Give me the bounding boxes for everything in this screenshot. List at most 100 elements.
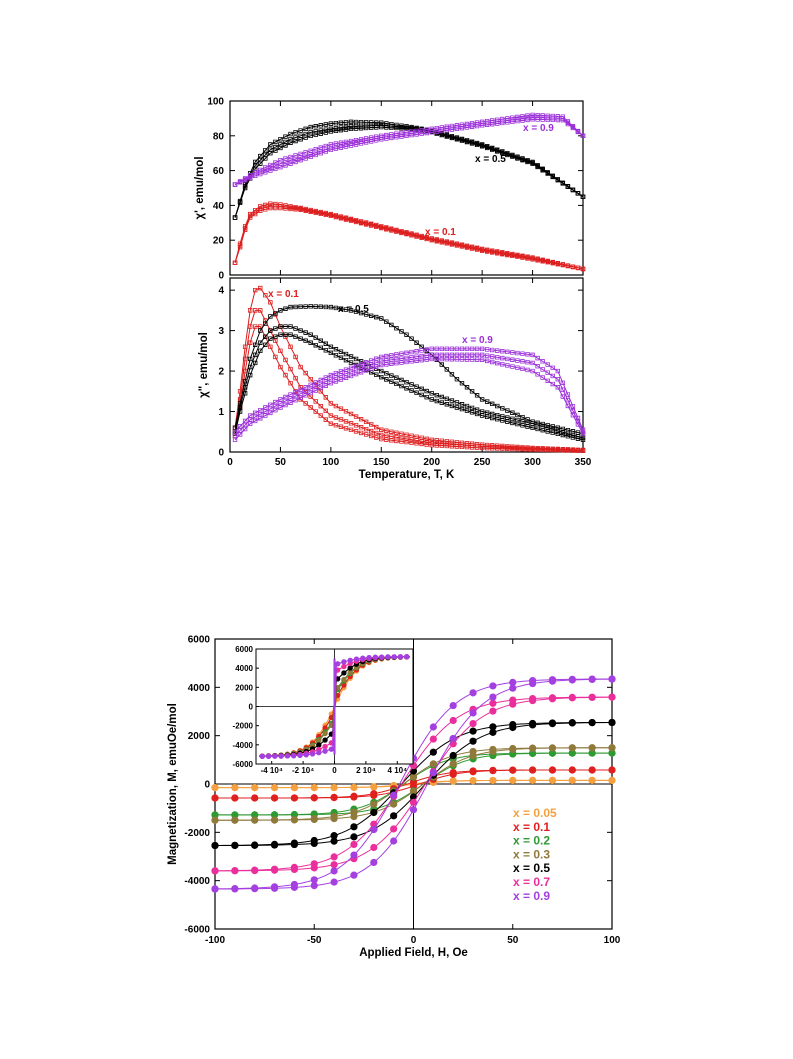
chi-double-prime-data-point (343, 426, 349, 431)
chi-prime-data-point (535, 258, 540, 263)
data-point (548, 695, 557, 703)
chi-prime-data-point (278, 137, 283, 142)
inset-data-point (309, 751, 316, 757)
data-point (251, 841, 259, 849)
chi-prime-data-point (570, 264, 576, 270)
data-point (529, 776, 537, 784)
chi-prime-data-point (535, 164, 540, 170)
chi-double-prime-data-point (495, 446, 500, 451)
chi-double-prime-data-point (273, 338, 278, 343)
data-point (231, 867, 239, 875)
data-point (270, 784, 279, 792)
chi-double-prime-data-point (389, 361, 394, 366)
chi-prime-data-point (555, 117, 560, 123)
chi-prime-data-point (550, 260, 555, 266)
chi-double-prime-data-point (293, 304, 298, 310)
chi-double-prime-data-point (369, 428, 374, 434)
chi-double-prime-data-point (404, 332, 409, 337)
chi-double-prime-data-point (484, 414, 490, 419)
chi-double-prime-data-point (474, 352, 480, 358)
chi-double-prime-data-point (328, 372, 334, 378)
data-point (370, 843, 378, 852)
data-point (211, 841, 219, 850)
chi-double-prime-data-point (575, 448, 581, 453)
chi-double-prime-data-point (278, 405, 283, 410)
data-point (548, 744, 557, 752)
y-tick-label: 0 (204, 780, 210, 791)
chi-prime-data-point (484, 145, 490, 151)
chi-prime-data-point (414, 234, 419, 239)
chi-double-prime-data-point (348, 421, 354, 426)
chi-double-prime-data-point (439, 400, 444, 405)
chi-double-prime-data-point (459, 406, 465, 412)
chi-double-prime-data-point (303, 304, 308, 309)
chi-double-prime-data-point (464, 403, 470, 409)
chi-double-prime-data-point (575, 422, 581, 427)
chi-double-prime-data-point (353, 423, 359, 428)
chi-double-prime-data-point (479, 346, 485, 352)
chi-double-prime-data-point (237, 405, 243, 410)
chi-double-prime-data-point (520, 351, 525, 356)
chi-prime-data-point (308, 209, 313, 214)
chi-double-prime-data-point (565, 398, 571, 403)
y-axis-label: Magnetization, M, emuOe/mol (167, 703, 179, 865)
chi-double-prime-data-point (338, 355, 344, 360)
legend-entry: x = 0.7 (513, 875, 550, 889)
chi-double-prime-data-point (313, 388, 318, 393)
chi-double-prime-data-point (439, 394, 444, 400)
inset-y-tick-label: 2000 (235, 683, 253, 692)
inset-y-tick-label: 0 (249, 703, 254, 712)
chi-double-prime-data-point (459, 352, 465, 358)
chi-double-prime-series-line (234, 354, 584, 437)
chi-double-prime-data-point (434, 443, 439, 448)
chi-prime-data-point (303, 126, 308, 132)
chi-double-prime-data-point (348, 308, 354, 313)
data-point (509, 745, 517, 754)
chi-double-prime-data-point (535, 447, 540, 452)
chi-double-prime-data-point (429, 397, 434, 402)
chi-double-prime-data-point (474, 357, 480, 362)
chi-prime-data-point (323, 130, 329, 135)
chi-double-prime-data-point (313, 343, 318, 348)
chi-double-prime-data-point (258, 407, 263, 413)
chi-double-prime-data-point (273, 334, 278, 339)
chi-prime-data-point (459, 125, 465, 131)
data-point (568, 719, 576, 727)
chi-double-prime-data-point (318, 385, 323, 391)
legend-entry: x = 0.1 (513, 820, 550, 834)
chi-double-prime-data-point (333, 375, 339, 380)
chi-double-prime-data-point (308, 405, 313, 410)
chi-double-prime-data-point (323, 304, 329, 310)
chi-double-prime-data-point (474, 346, 480, 352)
chi-double-prime-data-point (293, 389, 298, 395)
data-point (310, 839, 318, 848)
y-tick-label: 3 (218, 326, 224, 337)
chi-prime-data-point (278, 164, 283, 170)
chi-prime-data-point (273, 166, 278, 172)
chi-double-prime-data-point (293, 354, 298, 360)
inset-data-point (297, 752, 303, 758)
data-point (211, 811, 219, 819)
chi-prime-data-point (303, 135, 308, 140)
chi-double-prime-data-point (343, 371, 349, 376)
chi-double-prime-data-point (323, 408, 329, 414)
chi-double-prime-data-point (555, 376, 560, 382)
chi-double-prime-data-point (273, 326, 278, 331)
chi-double-prime-data-point (449, 398, 455, 403)
chi-prime-data-point (283, 206, 288, 211)
chi-double-prime-data-point (379, 432, 384, 438)
chi-double-prime-data-point (343, 375, 349, 380)
chi-prime-data-point (550, 174, 555, 180)
chi-double-prime-data-point (313, 335, 318, 340)
chi-double-prime-data-point (328, 381, 334, 386)
chi-double-prime-data-point (429, 356, 434, 362)
chi-double-prime-data-point (278, 308, 283, 313)
data-point (588, 693, 596, 702)
chi-double-prime-data-point (318, 403, 323, 409)
chi-double-prime-data-point (348, 369, 354, 375)
data-point (529, 721, 537, 729)
chi-double-prime-data-point (323, 375, 329, 380)
data-point (568, 676, 576, 684)
chi-double-prime-data-point (479, 397, 485, 402)
chi-double-prime-data-point (449, 352, 455, 358)
